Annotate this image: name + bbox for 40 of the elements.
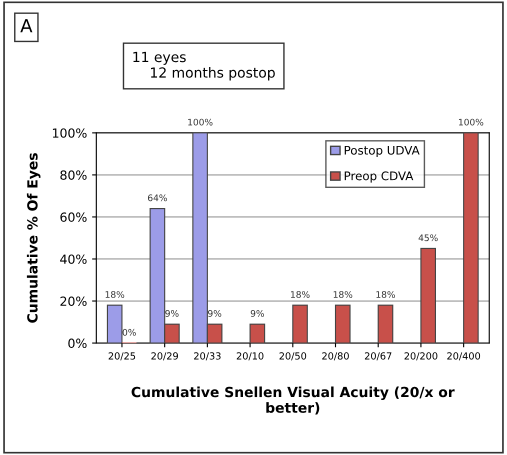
chart-title: A — [20, 19, 32, 32]
legend-label: Preop CDVA — [344, 171, 414, 183]
x-tick-label: 20/200 — [404, 352, 438, 360]
data-label: 9% — [250, 310, 264, 317]
x-tick-label: 20/29 — [151, 352, 178, 360]
data-label: 18% — [334, 291, 352, 298]
data-label: 100% — [188, 118, 213, 126]
bar — [334, 304, 351, 344]
bar — [106, 304, 123, 344]
data-label: 18% — [106, 291, 124, 298]
data-label: 0% — [122, 328, 136, 336]
x-tick-label: 20/400 — [447, 352, 480, 360]
x-tick-label: 20/25 — [108, 352, 136, 360]
x-tick-label: 20/80 — [322, 352, 349, 360]
x-tick-label: 20/10 — [236, 352, 264, 360]
text: 11 eyes 12 months postop — [133, 52, 275, 80]
y-tick-label: 100% — [52, 128, 87, 138]
data-label: 45% — [418, 234, 438, 242]
y-tick-label: 80% — [60, 170, 87, 180]
data-label: 18% — [376, 291, 396, 298]
bar — [378, 304, 394, 344]
x-tick-label: 20/50 — [279, 352, 306, 360]
bar — [250, 324, 266, 344]
data-label: 64% — [148, 194, 167, 202]
legend-label: Postop UDVA — [344, 146, 420, 158]
x-tick-label: 20/33 — [194, 352, 221, 360]
data-label: 18% — [291, 291, 310, 298]
y-axis-title: Cumulative % Of Eyes — [26, 153, 40, 323]
data-label: 9% — [165, 310, 179, 317]
y-tick-label: 40% — [60, 254, 87, 264]
y-tick-label: 20% — [60, 296, 87, 306]
y-tick-label: 60% — [60, 212, 87, 222]
bar — [420, 248, 436, 344]
bar — [292, 304, 308, 344]
x-tick-label: 20/67 — [364, 352, 392, 360]
bar — [463, 132, 479, 344]
data-label: 9% — [208, 310, 222, 317]
y-tick-label: 0% — [68, 338, 87, 348]
x-axis-title: Cumulative Snellen Visual Acuity (20/x or better) — [132, 386, 455, 415]
data-label: 100% — [458, 118, 484, 126]
